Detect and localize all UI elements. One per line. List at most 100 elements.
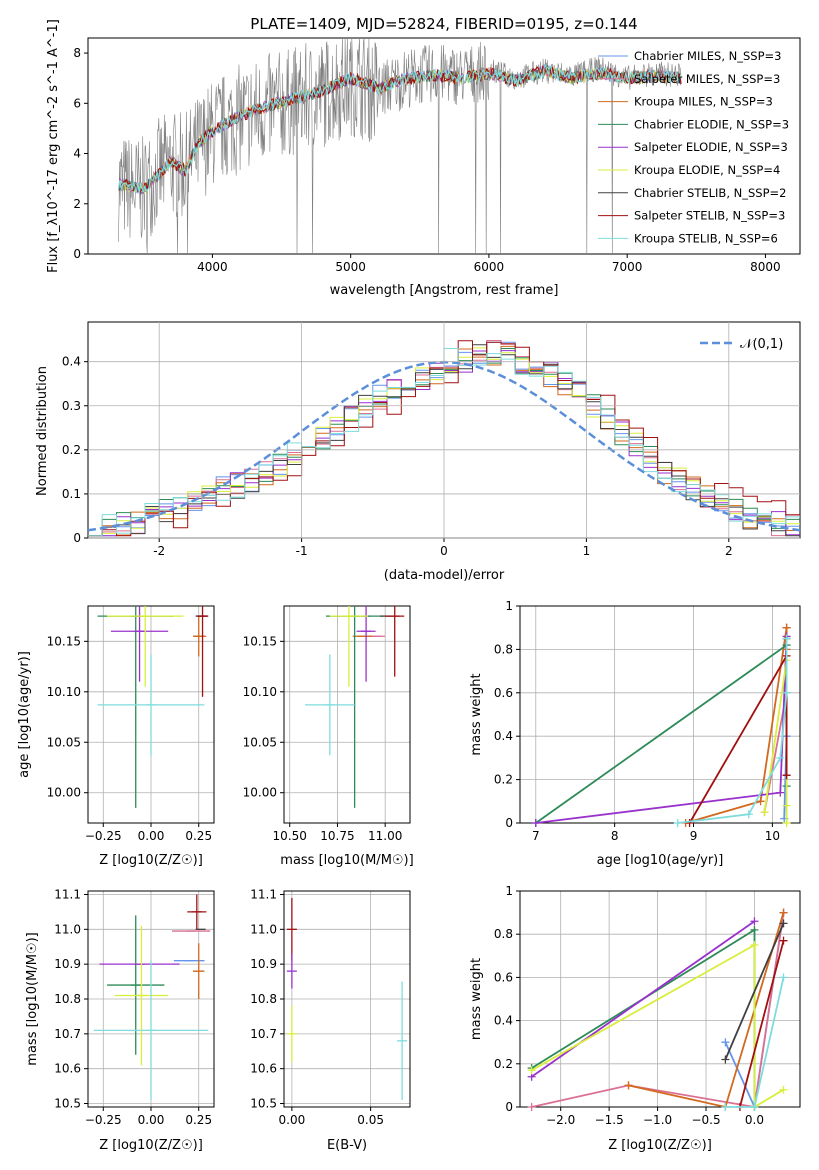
y-tick-label: 2 [73, 197, 81, 211]
y-tick-label: 0 [505, 1100, 513, 1114]
x-tick-label: −1.0 [643, 1113, 672, 1127]
y-tick-label: 0 [505, 816, 513, 830]
legend-label: Salpeter MILES, N_SSP=3 [634, 72, 780, 86]
y-tick-label: 1 [505, 884, 513, 898]
spectrum-legend: Chabrier MILES, N_SSP=3 Salpeter MILES, N… [598, 49, 789, 245]
weight-point-marker [744, 810, 753, 819]
panel-frame [87, 890, 215, 1108]
weight-point-marker [782, 623, 791, 632]
mass-vs-ebv-panel: 0.00 0.05 10.5 10.6 10.7 10.8 10.9 11.0 11.1 E(B-… [250, 887, 411, 1153]
weight-point-marker [779, 973, 788, 982]
y-tick-label: 0.4 [494, 729, 513, 743]
panel-xlabel: E(B-V) [327, 1138, 367, 1153]
y-tick-label: 0.8 [494, 927, 513, 941]
x-tick-label: 5000 [335, 260, 366, 274]
x-tick-label: 7 [532, 829, 540, 843]
weight-point-marker [721, 1103, 730, 1111]
panel-xlabel: Z [log10(Z/Z☉)] [99, 853, 203, 868]
x-tick-label: 8000 [750, 260, 781, 274]
y-tick-label: 10.9 [250, 957, 277, 971]
panel-xlabel: age [log10(age/yr)] [597, 853, 724, 868]
weight-point-marker [779, 919, 788, 928]
age-vs-mass-panel: 10.50 10.75 11.00 10.00 10.05 10.10 10.15 mass … [243, 605, 414, 868]
x-tick-label: 7000 [612, 260, 643, 274]
x-tick-label: 10.50 [273, 829, 307, 843]
spectrum-plot [117, 37, 682, 255]
x-tick-label: 10.75 [320, 829, 354, 843]
y-tick-label: 10.15 [47, 634, 81, 648]
spectrum-ylabel: Flux [f_λ10^-17 erg cm^-2 s^-1 A^-1] [46, 19, 61, 273]
legend-label: Salpeter ELODIE, N_SSP=3 [634, 140, 788, 154]
spectrum-xlabel: wavelength [Angstrom, rest frame] [330, 283, 559, 298]
mass-vs-Z-panel: −0.25 0.00 0.25 10.5 10.6 10.7 10.8 10.9 11.0 11.… [25, 887, 215, 1153]
weight-vs-Z-panel: −2.0 −1.5 −1.0 −0.5 0.0 0 0.2 0.4 0.6 0.8 1 Z [log1… [469, 884, 801, 1153]
y-tick-label: 0 [73, 247, 81, 261]
age-vs-Z-panel: −0.25 0.00 0.25 10.00 10.05 10.10 10.15 Z [log1… [17, 605, 215, 868]
histogram-ticks: -2 -1 0 1 2 0 0.1 0.2 0.3 0.4 [62, 322, 800, 558]
y-tick-label: 10.05 [243, 735, 277, 749]
weight-point-marker [624, 1081, 633, 1090]
panel-frame [283, 890, 411, 1108]
panel-frame [87, 605, 215, 824]
panel-xlabel: Z [log10(Z/Z☉)] [608, 1138, 712, 1153]
weight-series-line [724, 923, 785, 1060]
x-tick-label: −0.25 [85, 829, 122, 843]
weight-point-marker [721, 1038, 730, 1047]
y-tick-label: 10.05 [47, 735, 81, 749]
panel-ylabel: age [log10(age/yr)] [17, 651, 32, 778]
weight-series-line [531, 928, 756, 1107]
y-tick-label: 11.0 [54, 922, 81, 936]
x-tick-label: 11.00 [368, 829, 402, 843]
weight-point-marker [756, 797, 765, 806]
x-tick-label: −1.5 [595, 1113, 624, 1127]
residual-histogram-panel: -2 -1 0 1 200.10.20.30.4 (data-model)/error … [35, 321, 801, 583]
legend-label: Chabrier MILES, N_SSP=3 [634, 49, 781, 63]
y-tick-label: 10.7 [250, 1027, 277, 1041]
weight-point-marker [782, 819, 791, 827]
spectrum-frame [87, 37, 801, 255]
x-tick-label: 9 [690, 829, 698, 843]
panel-ylabel: mass [log10(M/M☉)] [25, 932, 40, 1065]
weight-point-marker [685, 819, 694, 827]
x-tick-label: 1 [583, 544, 591, 558]
y-tick-label: 0 [73, 531, 81, 545]
y-tick-label: 0.1 [62, 487, 81, 501]
weight-point-marker [782, 771, 791, 780]
y-tick-label: 0.4 [62, 355, 81, 369]
panel-xlabel: mass [log10(M/M☉)] [280, 853, 413, 868]
weight-point-marker [721, 1055, 730, 1064]
gaussian-legend-label: 𝒩(0,1) [740, 337, 783, 352]
spectrum-ticks: 4000 5000 6000 7000 8000 0 2 4 6 8 [73, 46, 780, 274]
weight-series-line [531, 920, 756, 1078]
y-tick-label: 10.10 [243, 685, 277, 699]
model-spectrum-line [117, 64, 682, 194]
y-tick-label: 0.8 [494, 642, 513, 656]
weight-point-marker [673, 819, 682, 827]
panel-frame [519, 605, 801, 824]
weight-point-marker [782, 801, 791, 810]
y-tick-label: 0.6 [494, 970, 513, 984]
weight-point-marker [779, 1085, 788, 1094]
y-tick-label: 6 [73, 96, 81, 110]
panel-xlabel: Z [log10(Z/Z☉)] [99, 1138, 203, 1153]
y-tick-label: 11.1 [54, 887, 81, 901]
weight-series-line [535, 636, 788, 824]
x-tick-label: 0.00 [138, 829, 165, 843]
x-tick-label: -1 [296, 544, 308, 558]
y-tick-label: 0.2 [62, 443, 81, 457]
y-tick-label: 0.2 [494, 1057, 513, 1071]
y-tick-label: 0.4 [494, 1014, 513, 1028]
y-tick-label: 10.6 [54, 1062, 81, 1076]
x-tick-label: 2 [725, 544, 733, 558]
x-tick-label: −2.0 [546, 1113, 575, 1127]
x-tick-label: -2 [153, 544, 165, 558]
weight-point-marker [750, 917, 759, 926]
y-tick-label: 10.8 [54, 992, 81, 1006]
weight-point-marker [750, 1103, 759, 1111]
y-tick-label: 11.1 [250, 887, 277, 901]
y-tick-label: 1 [505, 599, 513, 613]
panel-frame [519, 890, 801, 1108]
x-tick-label: 0.0 [745, 1113, 764, 1127]
x-tick-label: 0.25 [185, 1113, 212, 1127]
weight-point-marker [776, 753, 785, 762]
